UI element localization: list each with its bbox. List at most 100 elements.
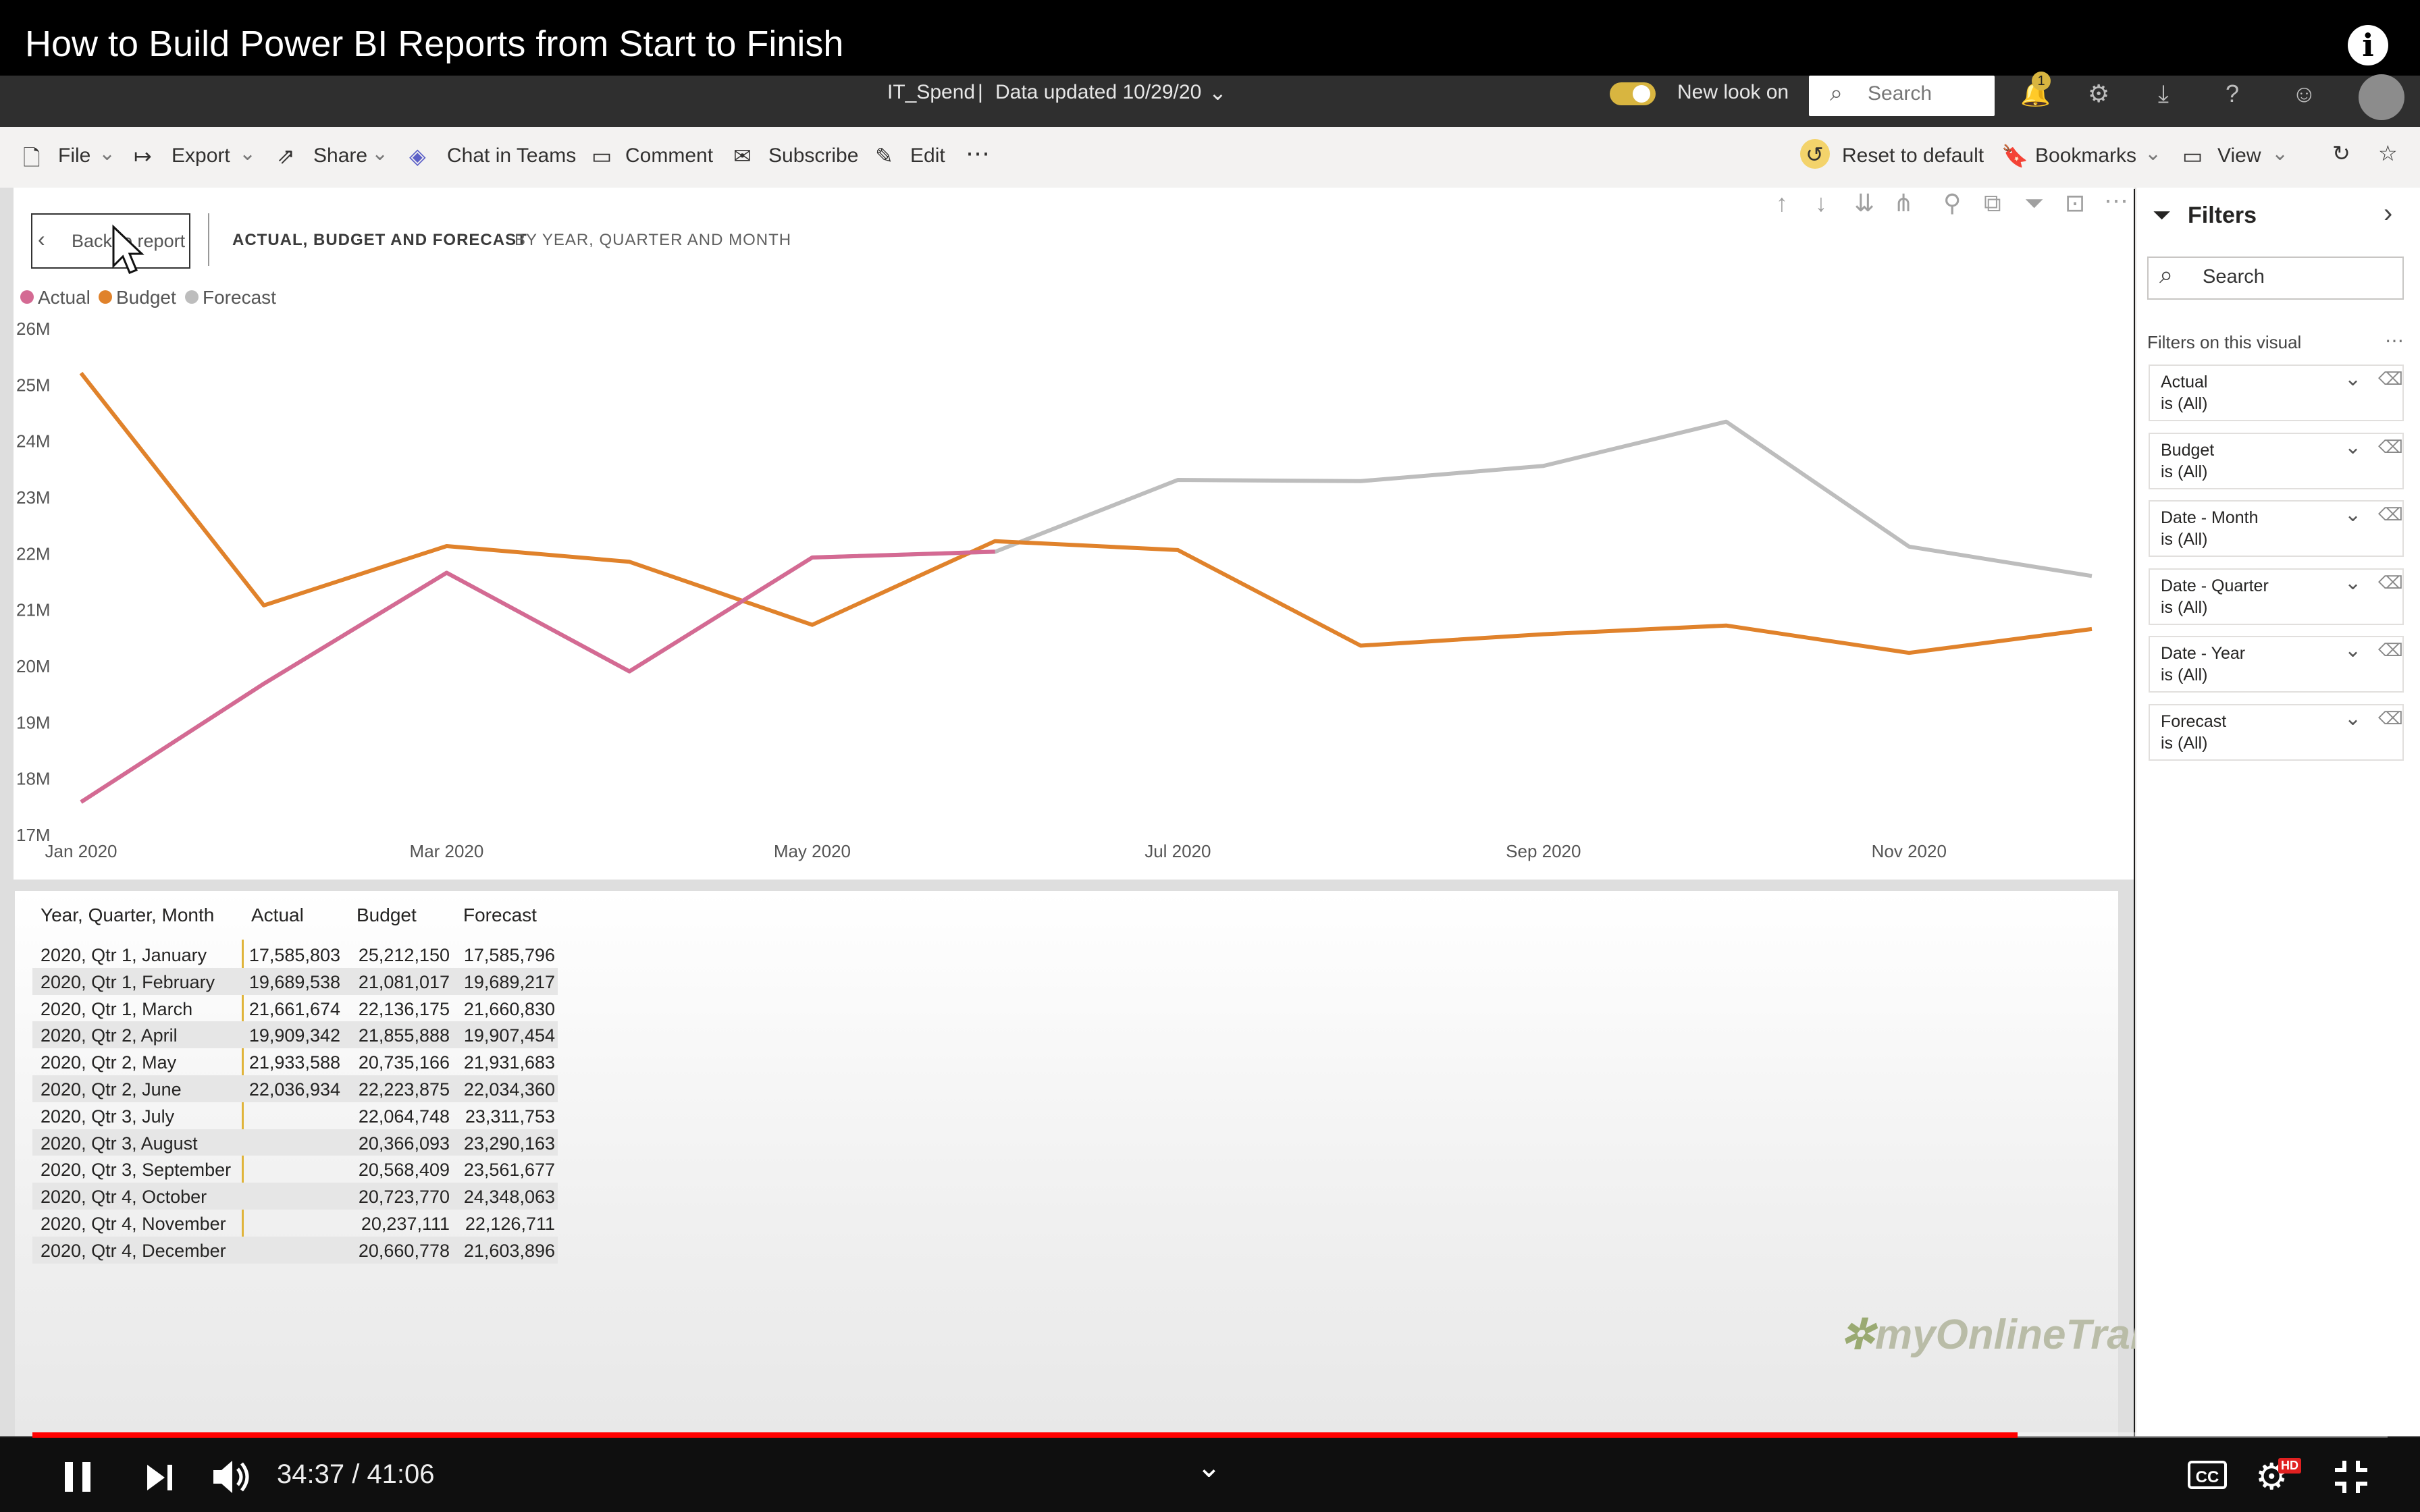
table-cell: 20,723,770 [358, 1187, 450, 1208]
chevron-down-icon[interactable]: ⌄ [2344, 368, 2362, 390]
chevron-down-icon[interactable]: ⌄ [2344, 435, 2362, 458]
chevron-down-icon[interactable]: ⌄ [2145, 142, 2162, 165]
chevron-down-icon[interactable]: ⌄ [239, 142, 257, 165]
reset-to-default-button[interactable]: Reset to default [1842, 144, 1984, 167]
y-tick-label: 21M [16, 600, 51, 620]
next-icon[interactable] [143, 1461, 177, 1494]
chevron-down-icon[interactable]: ⌄ [2344, 639, 2362, 662]
next-level-icon[interactable]: ⇊ [1854, 189, 1875, 217]
chevron-right-icon[interactable]: › [2384, 198, 2393, 228]
pin-icon[interactable]: ⚲ [1943, 189, 1962, 217]
file-icon: 🗋 [23, 146, 41, 170]
expand-hierarchy-icon[interactable]: ⋔ [1893, 189, 1914, 217]
info-icon[interactable]: i [2348, 25, 2388, 65]
table-cell: 21,933,588 [248, 1052, 340, 1073]
filter-name: Date - Quarter [2161, 576, 2269, 595]
more-options-icon[interactable]: ⋯ [2104, 186, 2128, 214]
refresh-icon[interactable]: ↻ [2332, 141, 2350, 165]
chevron-down-icon[interactable]: ⌄ [2344, 571, 2362, 594]
header-search-input[interactable] [1809, 76, 1995, 116]
chevron-down-icon[interactable]: ⌄ [1209, 80, 1227, 105]
volume-icon[interactable] [209, 1457, 253, 1497]
export-menu[interactable]: Export [172, 144, 230, 167]
chevron-down-icon[interactable]: ⌄ [2271, 142, 2289, 165]
data-updated-label[interactable]: Data updated 10/29/20 [995, 81, 1202, 103]
chevron-down-icon[interactable]: ⌄ [2344, 707, 2362, 730]
chevron-down-icon[interactable]: ⌄ [2344, 504, 2362, 526]
closed-captions-icon[interactable]: CC [2188, 1461, 2227, 1489]
x-tick-label: May 2020 [774, 841, 851, 861]
filter-icon[interactable]: ⏷ [2024, 189, 2044, 217]
table-row[interactable] [32, 1075, 558, 1102]
avatar[interactable] [2359, 74, 2404, 120]
table-row[interactable] [32, 1183, 558, 1210]
back-to-report-button[interactable] [31, 213, 190, 269]
filter-card[interactable] [2149, 364, 2404, 421]
exit-fullscreen-icon[interactable] [2332, 1458, 2370, 1496]
undo-icon: ↺ [1806, 142, 1824, 167]
table-cell: 19,909,342 [248, 1025, 340, 1046]
table-cell: 19,907,454 [463, 1025, 555, 1046]
table-cell: 22,136,175 [358, 998, 450, 1019]
feedback-smiley-icon[interactable]: ☺ [2292, 80, 2317, 107]
share-menu[interactable]: Share [313, 144, 368, 167]
eraser-icon[interactable]: ⌫ [2378, 640, 2403, 660]
eraser-icon[interactable]: ⌫ [2378, 572, 2403, 593]
series-line-actual[interactable] [80, 549, 995, 804]
time-display: 34:37 / 41:06 [277, 1459, 435, 1489]
table-cell: 17,585,803 [248, 945, 340, 965]
eraser-icon[interactable]: ⌫ [2378, 436, 2403, 457]
table-cell: 20,735,166 [358, 1052, 450, 1073]
table-cell: 21,081,017 [358, 971, 450, 992]
eraser-icon[interactable]: ⌫ [2378, 707, 2403, 728]
row-label: 2020, Qtr 2, May [41, 1052, 177, 1073]
chevron-down-icon[interactable]: ⌄ [99, 142, 116, 165]
table-row[interactable] [32, 967, 558, 995]
gear-icon[interactable]: ⚙ [2088, 80, 2110, 107]
edit-button[interactable]: Edit [910, 144, 945, 167]
chat-in-teams-button[interactable]: Chat in Teams [447, 144, 577, 167]
filter-card[interactable] [2149, 500, 2404, 557]
eraser-icon[interactable]: ⌫ [2378, 504, 2403, 524]
help-icon[interactable]: ? [2226, 80, 2240, 107]
filter-value: is (All) [2161, 733, 2208, 753]
focus-mode-icon[interactable]: ⊡ [2065, 189, 2086, 217]
hd-badge: HD [2278, 1458, 2301, 1474]
video-title: How to Build Power BI Reports from Start… [25, 24, 844, 64]
series-line-budget[interactable] [79, 371, 2093, 655]
comment-button[interactable]: Comment [625, 144, 714, 167]
download-icon[interactable]: ⤓ [2158, 80, 2169, 107]
more-options-icon[interactable]: ⋯ [2385, 330, 2404, 351]
favorite-star-icon[interactable]: ☆ [2378, 141, 2398, 165]
row-label: 2020, Qtr 3, September [41, 1160, 232, 1181]
chevron-down-icon[interactable]: ⌄ [371, 142, 389, 165]
row-label: 2020, Qtr 2, June [41, 1079, 182, 1100]
drill-down-icon[interactable]: ↓ [1815, 189, 1827, 217]
pause-icon[interactable] [59, 1458, 97, 1496]
table-row[interactable] [32, 1236, 558, 1264]
more-options-icon[interactable]: ⋯ [966, 139, 990, 167]
filter-card[interactable] [2149, 636, 2404, 693]
filters-search-input[interactable] [2147, 256, 2404, 300]
pbi-header [0, 76, 2420, 127]
file-menu[interactable]: File [58, 144, 91, 167]
table-cell: 21,603,896 [463, 1240, 555, 1261]
filter-card[interactable] [2149, 703, 2404, 761]
filters-title: Filters [2188, 202, 2257, 228]
drill-up-icon[interactable]: ↑ [1776, 189, 1788, 217]
x-tick-label: Nov 2020 [1872, 841, 1947, 861]
table-row[interactable] [32, 1021, 558, 1049]
copy-icon[interactable]: ⧉ [1984, 189, 2001, 217]
table-row[interactable] [32, 1129, 558, 1156]
filter-card[interactable] [2149, 432, 2404, 489]
eraser-icon[interactable]: ⌫ [2378, 369, 2403, 389]
y-tick-label: 24M [16, 431, 51, 452]
legend-label-budget: Budget [116, 287, 176, 308]
row-label: 2020, Qtr 4, October [41, 1187, 207, 1208]
chevron-down-icon[interactable]: ⌄ [1196, 1451, 1221, 1484]
y-tick-label: 17M [16, 825, 51, 845]
subscribe-button[interactable]: Subscribe [768, 144, 859, 167]
bookmarks-menu[interactable]: Bookmarks [2035, 144, 2137, 167]
view-menu[interactable]: View [2217, 144, 2261, 167]
filter-card[interactable] [2149, 568, 2404, 625]
